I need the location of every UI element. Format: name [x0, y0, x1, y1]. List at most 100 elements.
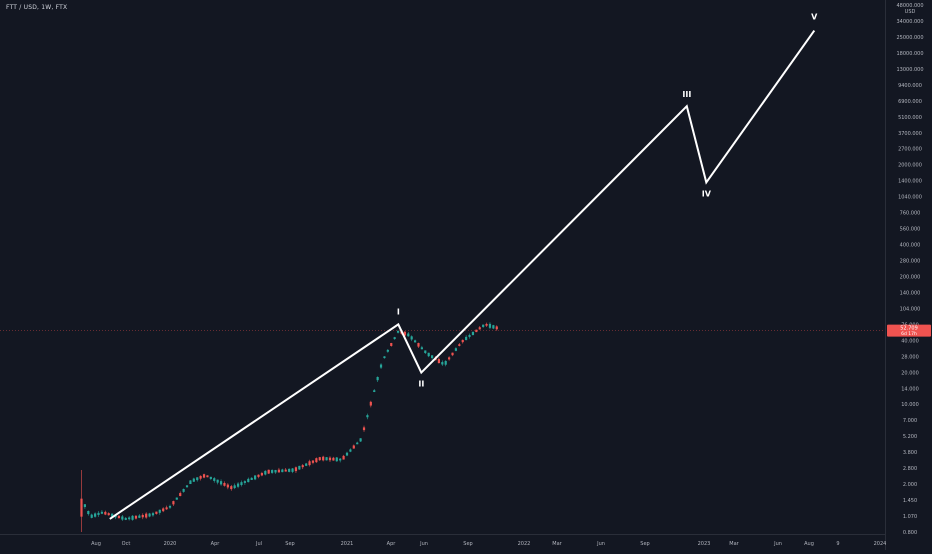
y-tick-label: 3700.000: [898, 131, 922, 137]
candle-body: [468, 334, 471, 337]
candle-body: [315, 458, 318, 463]
candle-body: [492, 325, 495, 329]
y-tick-label: 2.800: [903, 466, 917, 472]
y-tick-label: 400.000: [900, 243, 921, 249]
y-tick-label: 1.450: [903, 498, 917, 504]
candle-body: [107, 513, 110, 516]
candle-body: [284, 469, 287, 472]
candle-body: [179, 493, 182, 497]
candle-body: [80, 498, 83, 517]
candle-body: [124, 517, 127, 520]
candle-body: [151, 513, 155, 516]
candle-body: [383, 356, 386, 359]
candle-body: [339, 458, 342, 461]
candle-body: [386, 349, 389, 352]
y-tick-label: 0.800: [903, 530, 917, 536]
candle-body: [158, 509, 161, 513]
candle-body: [257, 474, 260, 477]
candle-body: [97, 512, 100, 515]
candle-body: [236, 483, 240, 487]
candle-body: [410, 336, 413, 340]
candle-body: [94, 513, 97, 517]
y-tick-label: 25000.000: [896, 35, 923, 41]
candle-body: [322, 456, 325, 461]
x-tick-label: Sep: [640, 541, 649, 547]
candle-body: [403, 331, 406, 336]
candle-body: [349, 449, 352, 452]
candle-body: [488, 323, 492, 328]
x-tick-label: Apr: [211, 541, 221, 547]
candle-body: [209, 476, 212, 479]
candle-body: [373, 390, 376, 392]
elliott-wave-line[interactable]: [109, 30, 816, 520]
wave-label-iv: IV: [702, 189, 712, 198]
candle-body: [148, 513, 151, 517]
candle-body: [301, 465, 304, 468]
y-tick-label: 2700.000: [898, 147, 922, 153]
x-tick-label: 2022: [518, 541, 531, 547]
candle-body: [189, 480, 192, 485]
y-tick-label: 18000.000: [896, 51, 923, 57]
candle-body: [482, 324, 485, 327]
x-tick-label: Mar: [729, 541, 739, 547]
candle-body: [359, 438, 362, 442]
candle-body: [206, 475, 209, 478]
y-tick-label: 2000.000: [898, 163, 922, 169]
candle-body: [90, 514, 93, 518]
y-tick-label: 48000.000: [896, 3, 923, 9]
y-tick-label: 6900.000: [898, 99, 922, 105]
x-tick-label: Sep: [463, 541, 472, 547]
candle-body: [182, 488, 185, 492]
x-tick-label: Aug: [91, 541, 101, 547]
candle-body: [192, 478, 195, 482]
y-tick-label: 104.000: [900, 306, 921, 312]
symbol-title: FTT / USD, 1W, FTX: [6, 4, 68, 11]
candle-body: [291, 468, 294, 472]
candle-body: [430, 355, 434, 359]
candle-body: [233, 485, 236, 489]
y-tick-label: 7.000: [903, 418, 917, 424]
candle-body: [424, 350, 427, 354]
candle-body: [444, 360, 447, 365]
candle-body: [134, 515, 138, 519]
candle-body: [328, 457, 332, 461]
candle-body: [162, 508, 165, 512]
y-tick-label: 1400.000: [898, 179, 922, 185]
candle-body: [250, 477, 253, 480]
x-tick-label: 2024: [874, 541, 887, 547]
y-tick-label: 5.200: [903, 434, 917, 440]
candle-body: [219, 481, 223, 485]
candle-body: [202, 474, 206, 478]
bar-countdown: 6d 17h: [901, 331, 917, 337]
candle-body: [155, 511, 158, 514]
candle-body: [243, 481, 246, 483]
candle-body: [145, 513, 148, 518]
candle-body: [413, 340, 417, 343]
candle-body: [308, 461, 311, 466]
candle-body: [335, 457, 338, 462]
y-tick-label: 280.000: [900, 259, 921, 265]
candle-body: [128, 517, 131, 520]
y-tick-label: 140.000: [900, 290, 921, 296]
candle-body: [121, 516, 124, 520]
candle-body: [117, 515, 121, 519]
y-tick-label: 10.000: [901, 402, 919, 408]
candle-body: [311, 460, 315, 463]
candle-body: [362, 427, 366, 431]
candle-body: [281, 469, 284, 473]
x-tick-label: Oct: [122, 541, 131, 547]
x-tick-label: Sep: [285, 541, 294, 547]
candle-body: [318, 457, 321, 461]
wave-label-i: I: [397, 307, 400, 316]
wave-label-v: V: [811, 13, 818, 22]
candle-body: [441, 362, 444, 365]
candle-body: [393, 337, 396, 340]
candle-body: [458, 344, 461, 346]
candle-body: [305, 463, 308, 466]
candle-body: [288, 468, 291, 472]
candle-body: [471, 331, 475, 336]
candle-body: [342, 455, 345, 460]
y-tick-label: 760.000: [900, 211, 921, 217]
